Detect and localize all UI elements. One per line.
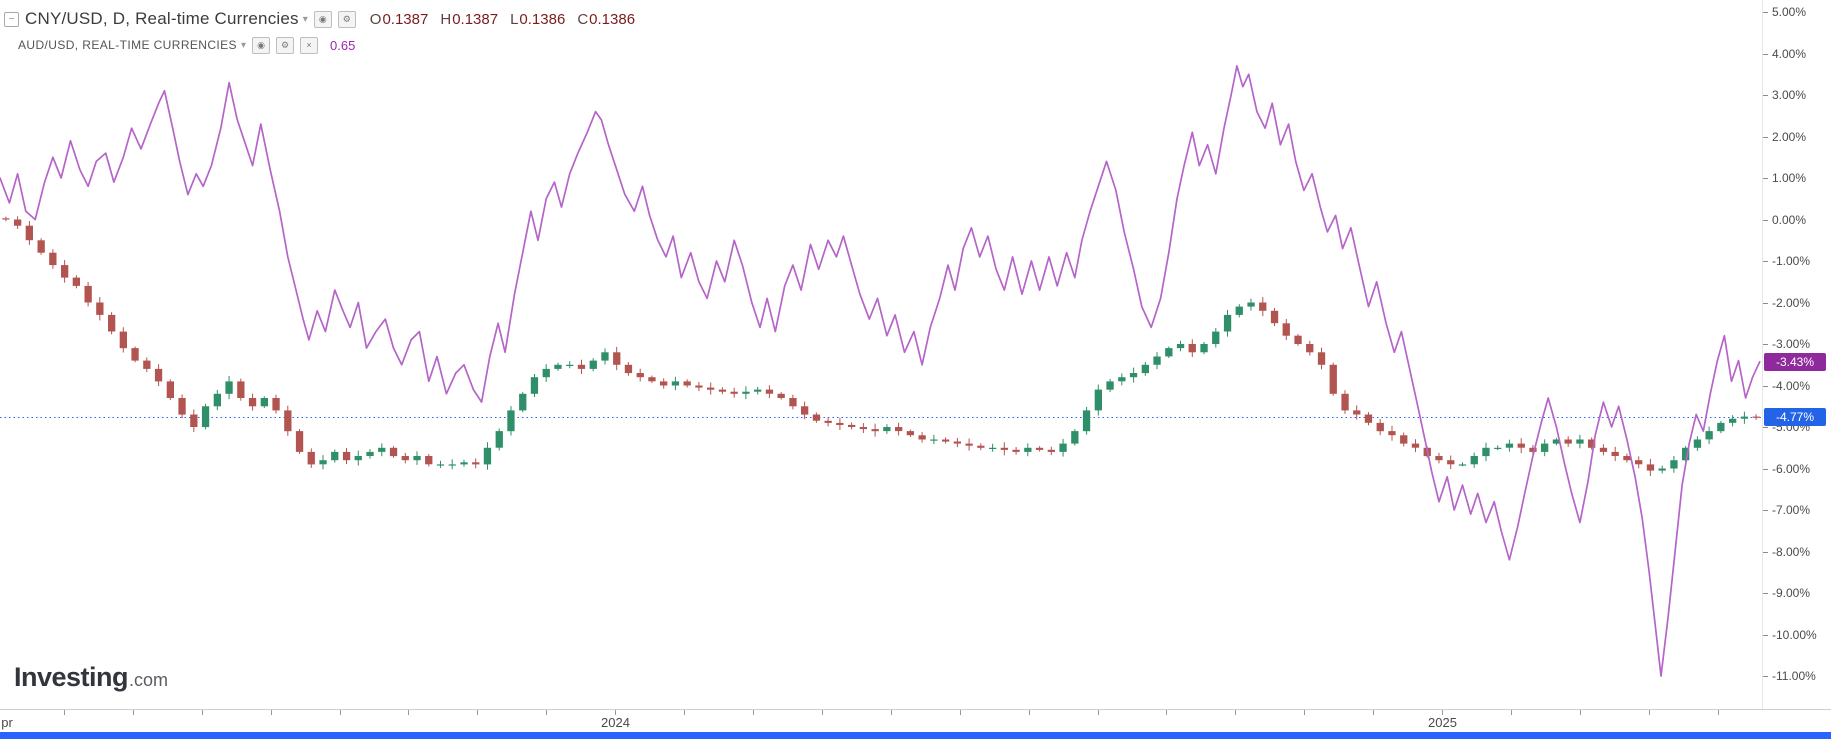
gear-icon[interactable]: ⚙: [276, 36, 294, 54]
x-axis-tick: [477, 710, 479, 715]
x-axis-tick: [821, 710, 823, 715]
y-axis-tick-label: -11.00%: [1763, 669, 1816, 683]
x-axis-tick: [1373, 710, 1375, 715]
x-axis-label: 2025: [1428, 715, 1457, 730]
close-icon[interactable]: ×: [300, 36, 318, 54]
overlay-last-value: 0.65: [330, 37, 356, 53]
chevron-down-icon[interactable]: ▾: [240, 39, 246, 51]
x-axis-tick: [201, 710, 203, 715]
legend: − CNY/USD, D, Real-time Currencies ▾ ◉ ⚙…: [4, 6, 635, 56]
time-axis[interactable]: pr 2024 2025: [0, 709, 1831, 733]
scrollbar[interactable]: [0, 732, 1831, 739]
y-axis-tick-label: -2.00%: [1763, 296, 1810, 310]
collapse-legend-icon[interactable]: −: [4, 11, 19, 27]
x-axis-tick: [1442, 710, 1443, 715]
y-axis-tick-label: -8.00%: [1763, 545, 1810, 559]
x-axis-tick: [615, 710, 617, 715]
y-axis-tick-label: 3.00%: [1763, 88, 1806, 102]
x-axis-tick: [959, 710, 961, 715]
logo-text-suffix: .com: [129, 670, 169, 690]
legend-row-main: − CNY/USD, D, Real-time Currencies ▾ ◉ ⚙…: [4, 6, 635, 32]
y-axis-tick-label: 1.00%: [1763, 171, 1806, 185]
chevron-down-icon[interactable]: ▾: [302, 13, 308, 25]
y-axis-tick-label: -7.00%: [1763, 503, 1810, 517]
x-axis-tick: [408, 710, 410, 715]
x-axis-tick: [1510, 710, 1512, 715]
y-axis-tick-label: -3.00%: [1763, 337, 1810, 351]
x-axis-tick: [890, 710, 892, 715]
investing-com-logo[interactable]: Investing .com: [14, 662, 168, 693]
x-axis-label: pr: [1, 715, 13, 730]
y-axis-tick-label: -6.00%: [1763, 462, 1810, 476]
logo-text-main: Investing: [14, 662, 129, 692]
y-axis-tick-label: 0.00%: [1763, 213, 1806, 227]
x-axis-tick: [1166, 710, 1168, 715]
y-axis-tick-label: -4.00%: [1763, 379, 1810, 393]
gear-icon[interactable]: ⚙: [337, 10, 356, 28]
legend-row-overlay: AUD/USD, REAL-TIME CURRENCIES ▾ ◉ ⚙ × 0.…: [4, 34, 635, 56]
y-axis-tick-label: -10.00%: [1763, 628, 1817, 642]
low-value: L 0.1386: [510, 10, 566, 28]
x-axis-tick: [1648, 710, 1650, 715]
x-axis-tick: [1028, 710, 1030, 715]
close-value: C 0.1386: [577, 10, 636, 28]
x-axis-tick: [684, 710, 686, 715]
x-axis-tick: [1235, 710, 1237, 715]
eye-icon[interactable]: ◉: [252, 36, 270, 54]
ohlc-values: O 0.1387 H 0.1387 L 0.1386 C 0.1386: [370, 11, 635, 28]
chart-series-svg: [0, 65, 1762, 677]
x-axis-tick: [1579, 710, 1581, 715]
aud-usd-last-price-badge: -3.43%: [1764, 352, 1826, 371]
main-symbol-title[interactable]: CNY/USD, D, Real-time Currencies: [25, 9, 299, 28]
x-axis-tick: [546, 710, 548, 715]
x-axis-tick: [132, 710, 134, 715]
overlay-symbol-title[interactable]: AUD/USD, REAL-TIME CURRENCIES: [18, 38, 237, 52]
y-axis-tick-label: 5.00%: [1763, 5, 1806, 19]
cny-usd-last-price-badge: -4.77%: [1764, 408, 1826, 427]
x-axis-tick: [1097, 710, 1099, 715]
y-axis-tick-label: -9.00%: [1763, 586, 1810, 600]
x-axis-tick: [339, 710, 341, 715]
y-axis-tick-label: 4.00%: [1763, 47, 1806, 61]
price-axis[interactable]: 5.00% 4.00% 3.00% 2.00% 1.00% 0.00% -1.00% -2.0…: [1762, 0, 1831, 709]
x-axis-tick: [1717, 710, 1719, 715]
high-value: H 0.1387: [440, 10, 499, 28]
x-axis-tick: [753, 710, 754, 715]
eye-icon[interactable]: ◉: [313, 10, 332, 28]
open-value: O 0.1387: [369, 10, 429, 28]
x-axis-tick: [63, 710, 65, 715]
x-axis-label: 2024: [601, 715, 630, 730]
chart-canvas[interactable]: [0, 0, 1762, 709]
y-axis-tick-label: -1.00%: [1763, 254, 1810, 268]
y-axis-tick-label: 2.00%: [1763, 130, 1806, 144]
x-axis-tick: [1304, 710, 1306, 715]
x-axis-tick: [270, 710, 272, 715]
